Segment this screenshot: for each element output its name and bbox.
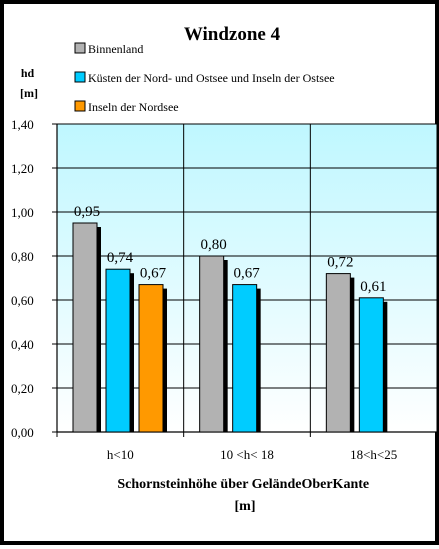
y-tick-label: 0,60 bbox=[11, 293, 34, 308]
x-tick-label: 18<h<25 bbox=[350, 447, 397, 462]
bar bbox=[138, 284, 164, 433]
y-tick-label: 1,20 bbox=[11, 161, 34, 176]
y-axis-label-line-2: [m] bbox=[20, 86, 38, 100]
bar bbox=[199, 255, 225, 433]
y-tick-labels: 0,00 0,20 0,40 0,60 0,80 1,00 1,20 1,40 bbox=[11, 117, 34, 440]
legend-swatch bbox=[74, 42, 86, 54]
y-tick-label: 0,20 bbox=[11, 381, 34, 396]
bar bbox=[232, 284, 258, 433]
bar bbox=[72, 222, 98, 433]
x-tick-label: h<10 bbox=[107, 447, 134, 462]
x-tick-labels: h<10 10 <h< 18 18<h<25 bbox=[107, 447, 397, 462]
x-axis-label: Schornsteinhöhe über GeländeOberKante [m… bbox=[117, 477, 372, 514]
data-labels: 0,95 0,74 0,67 0,80 0,67 0,72 0,61 bbox=[74, 204, 387, 295]
data-label: 0,74 bbox=[107, 250, 134, 266]
y-tick-label: 0,40 bbox=[11, 337, 34, 352]
x-tick-label: 10 <h< 18 bbox=[220, 447, 274, 462]
bar bbox=[325, 273, 351, 433]
y-tick-label: 0,00 bbox=[11, 425, 34, 440]
y-tick-label: 0,80 bbox=[11, 249, 34, 264]
data-label: 0,95 bbox=[74, 204, 100, 220]
data-label: 0,80 bbox=[201, 237, 227, 253]
legend-swatch bbox=[74, 100, 86, 112]
data-label: 0,67 bbox=[234, 266, 261, 282]
legend-label: Binnenland bbox=[88, 42, 143, 56]
x-axis-label-line-1: Schornsteinhöhe über GeländeOberKante bbox=[117, 477, 369, 492]
legend-swatch bbox=[74, 71, 86, 83]
y-axis-label: hd [m] bbox=[20, 66, 38, 100]
data-label: 0,67 bbox=[140, 266, 167, 282]
x-axis-label-line-2: [m] bbox=[235, 499, 256, 514]
chart-title: Windzone 4 bbox=[184, 24, 281, 45]
legend: Binnenland Küsten der Nord- und Ostsee un… bbox=[74, 42, 335, 114]
legend-label: Küsten der Nord- und Ostsee und Inseln d… bbox=[88, 71, 335, 85]
y-tick-label: 1,00 bbox=[11, 205, 34, 220]
bars bbox=[72, 222, 388, 433]
data-label: 0,72 bbox=[327, 255, 353, 271]
legend-label: Inseln der Nordsee bbox=[88, 100, 179, 114]
bar bbox=[105, 268, 131, 433]
y-tick-label: 1,40 bbox=[11, 117, 34, 132]
bar bbox=[358, 297, 384, 433]
data-label: 0,61 bbox=[360, 279, 386, 295]
y-axis-label-line-1: hd bbox=[21, 66, 35, 80]
chart: Windzone 4 hd [m] Binnenland Küsten der N… bbox=[11, 24, 438, 514]
